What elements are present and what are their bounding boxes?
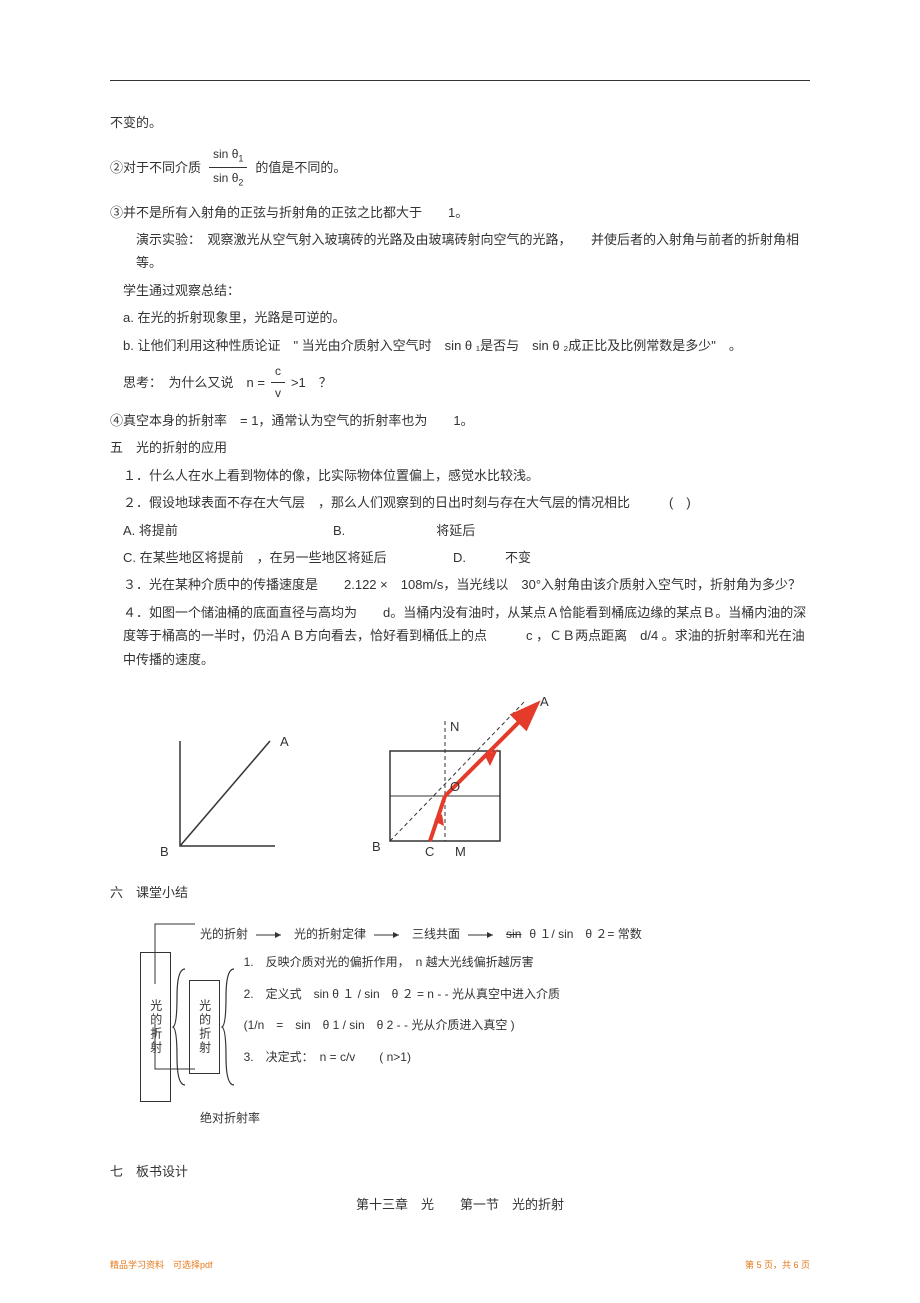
label-c: C (425, 844, 434, 859)
label-m: M (455, 844, 466, 859)
brace-right (220, 952, 238, 1102)
text: 的值是不同的。 (255, 156, 346, 179)
connector-lines (140, 914, 200, 1074)
opt-a: A. 将提前 (123, 519, 333, 542)
q3: ３．光在某种介质中的传播速度是 2.122 × 108m/s，当光线以 30°入… (110, 573, 810, 596)
label-b: B (160, 844, 169, 859)
label-o: O (450, 779, 460, 794)
opt-b: B. 将延后 (333, 519, 475, 542)
para-diff-medium: ②对于不同介质 sin θ1 sin θ2 的值是不同的。 (110, 144, 810, 190)
summary-main: 光的折射 光的折射 1. 反映介质对光的偏折作用， (140, 952, 810, 1102)
chapter-title: 第十三章 光 第一节 光的折射 (110, 1193, 810, 1216)
q4: ４．如图一个储油桶的底面直径与高均为 d。当桶内没有油时，从某点Ａ恰能看到桶底边… (110, 601, 810, 671)
heading-5: 五 光的折射的应用 (110, 436, 810, 459)
para-b: b. 让他们利用这种性质论证 " 当光由介质射入空气时 sin θ ₁是否与 s… (110, 334, 810, 357)
figures-row: A B (150, 691, 810, 861)
options-cd: C. 在某些地区将提前 ，在另一些地区将延后 D. 不变 (110, 546, 810, 569)
sum-item-3: 3. 决定式： n = c/v ( n>1) (244, 1047, 560, 1069)
document-body: 不变的。 ②对于不同介质 sin θ1 sin θ2 的值是不同的。 ③并不是所… (110, 111, 810, 1216)
para-think: 思考： 为什么又说 n = c v >1 ？ (110, 361, 810, 405)
sum-item-2b: (1/n = sin θ 1 / sin θ 2 - - 光从介质进入真空 ) (244, 1015, 560, 1037)
fraction-cv: c v (271, 361, 285, 405)
q1: １．什么人在水上看到物体的像，比实际物体位置偏上，感觉水比较浅。 (110, 464, 810, 487)
arrow-icon (256, 930, 286, 940)
opt-c: C. 在某些地区将提前 ，在另一些地区将延后 (123, 546, 453, 569)
page-footer: 精品学习资料 可选择pdf 第 5 页，共 6 页 (0, 1257, 920, 1273)
label-a: A (540, 694, 549, 709)
para-3: ③并不是所有入射角的正弦与折射角的正弦之比都大于 1。 (110, 201, 810, 224)
para-unchanged: 不变的。 (110, 111, 810, 134)
heading-7: 七 板书设计 (110, 1160, 810, 1183)
para-demo: 演示实验： 观察激光从空气射入玻璃砖的光路及由玻璃砖射向空气的光路， 并使后者的… (110, 228, 810, 275)
sum-item-2: 2. 定义式 sin θ １ / sin θ ２ = n - - 光从真空中进入… (244, 984, 560, 1006)
label-a: A (280, 734, 289, 749)
para-student: 学生通过观察总结： (110, 279, 810, 302)
footer-left: 精品学习资料 可选择pdf (110, 1257, 213, 1273)
footer-right: 第 5 页，共 6 页 (745, 1257, 810, 1273)
summary-row1: 光的折射 光的折射定律 三线共面 sin θ １/ sin θ ２= 常数 (200, 924, 810, 946)
label-b: B (372, 839, 381, 854)
text: ②对于不同介质 (110, 156, 201, 179)
figure-2: A B C M N O (360, 691, 560, 861)
figure-1: A B (150, 731, 300, 861)
opt-d: D. 不变 (453, 546, 531, 569)
options-ab: A. 将提前 B. 将延后 (110, 519, 810, 542)
para-a: a. 在光的折射现象里，光路是可逆的。 (110, 306, 810, 329)
label-n: N (450, 719, 459, 734)
summary-diagram: 光的折射 光的折射定律 三线共面 sin θ １/ sin θ ２= 常数 光的… (140, 924, 810, 1129)
summary-list: 1. 反映介质对光的偏折作用， n 越大光线偏折越厉害 2. 定义式 sin θ… (238, 952, 560, 1102)
arrow-icon (374, 930, 404, 940)
para-4: ④真空本身的折射率 = 1，通常认为空气的折射率也为 1。 (110, 409, 810, 432)
sum-item-1: 1. 反映介质对光的偏折作用， n 越大光线偏折越厉害 (244, 952, 560, 974)
q2: ２．假设地球表面不存在大气层 ，那么人们观察到的日出时刻与存在大气层的情况相比 … (110, 491, 810, 514)
arrow-icon (468, 930, 498, 940)
heading-6: 六 课堂小结 (110, 881, 810, 904)
top-rule (110, 80, 810, 81)
absolute-refraction-label: 绝对折射率 (200, 1108, 810, 1130)
fraction-sin-ratio: sin θ1 sin θ2 (209, 144, 247, 190)
